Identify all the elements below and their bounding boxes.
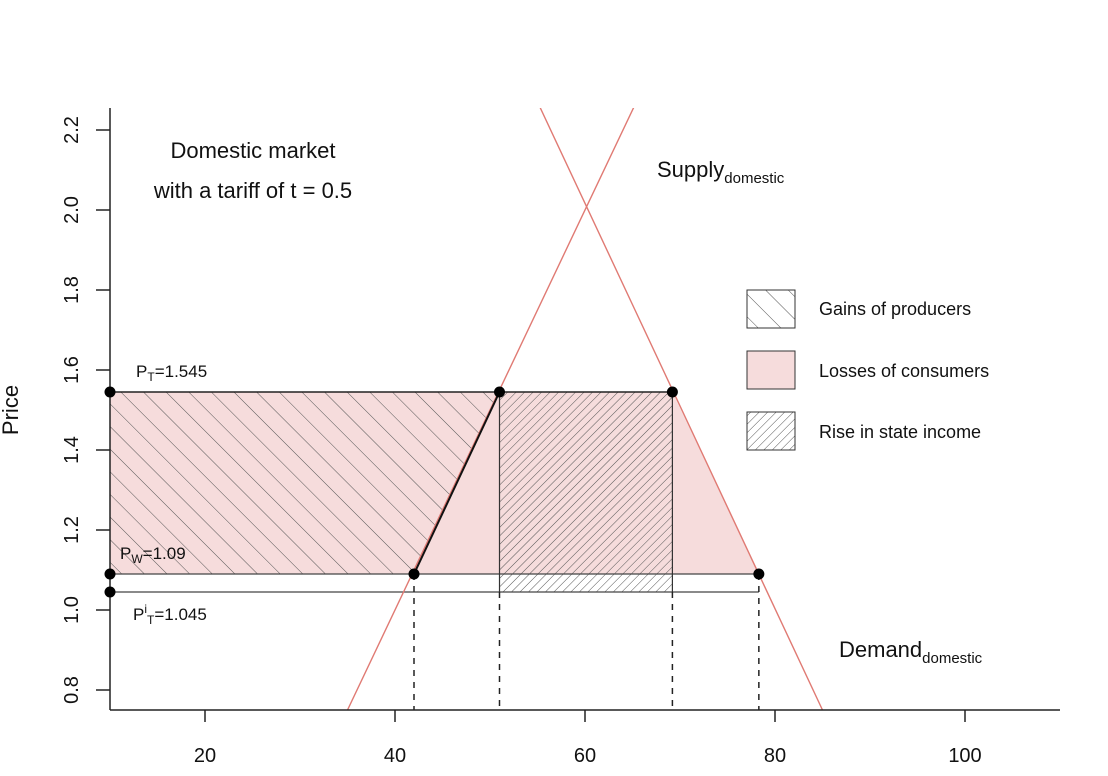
data-point-1 <box>494 386 505 398</box>
price-label-pit-prefix: P <box>133 605 144 624</box>
legend-label-state: Rise in state income <box>819 422 981 442</box>
demand-curve <box>539 108 824 710</box>
data-point-5 <box>753 568 765 580</box>
y-tick-label-4: 1.6 <box>61 356 83 384</box>
data-point-6 <box>104 586 116 598</box>
demand-label-main: Demand <box>839 637 922 662</box>
supply-label-main: Supply <box>657 157 724 182</box>
price-label-pit-suffix: =1.045 <box>154 605 206 624</box>
demand-label: Demanddomestic <box>839 637 983 667</box>
y-tick-label-5: 1.8 <box>61 276 83 304</box>
y-axis-label: Price <box>0 385 23 435</box>
price-label-pw-suffix: =1.09 <box>143 544 186 563</box>
chart-title-line1: Domestic market <box>170 138 335 163</box>
price-label-pw: PW=1.09 <box>120 544 186 566</box>
price-label-pit-sub: T <box>147 613 155 627</box>
supply-label: Supplydomestic <box>657 157 785 187</box>
price-label-pt-suffix: =1.545 <box>155 362 207 381</box>
price-label-pt-prefix: P <box>136 362 147 381</box>
price-label-pw-prefix: P <box>120 544 131 563</box>
demand-label-sub: domestic <box>922 650 983 667</box>
y-tick-label-6: 2.0 <box>61 196 83 224</box>
legend-swatch-consumers <box>746 350 796 390</box>
data-point-0 <box>104 386 116 398</box>
x-tick-label-2: 60 <box>574 745 596 767</box>
price-label-pit-sup: i <box>144 602 147 616</box>
data-point-4 <box>408 568 420 580</box>
supply-label-sub: domestic <box>724 170 785 187</box>
producer-gain-area <box>110 392 500 574</box>
legend-label-consumers: Losses of consumers <box>819 361 989 381</box>
state-income-area <box>499 392 673 592</box>
price-label-pit: PiT=1.045 <box>133 602 207 627</box>
legend-swatch-producers <box>746 289 796 329</box>
data-point-3 <box>104 568 116 580</box>
price-label-pw-sub: W <box>131 552 143 566</box>
legend-label-producers: Gains of producers <box>819 299 971 319</box>
y-tick-label-1: 1.0 <box>61 596 83 624</box>
price-label-pt-sub: T <box>147 370 155 384</box>
y-tick-label-2: 1.2 <box>61 516 83 544</box>
y-tick-label-0: 0.8 <box>61 676 83 704</box>
x-tick-label-3: 80 <box>764 745 786 767</box>
y-tick-label-7: 2.2 <box>61 116 83 144</box>
price-label-pt: PT=1.545 <box>136 362 207 384</box>
x-tick-label-1: 40 <box>384 745 406 767</box>
x-tick-label-4: 100 <box>948 745 981 767</box>
chart-title-line2: with a tariff of t = 0.5 <box>153 178 352 203</box>
legend: Gains of producers Losses of consumers R… <box>746 289 989 451</box>
supply-segment-highlight <box>413 391 501 575</box>
x-tick-label-0: 20 <box>194 745 216 767</box>
data-point-2 <box>666 386 678 398</box>
legend-swatch-state <box>746 411 796 451</box>
y-tick-label-3: 1.4 <box>61 436 83 464</box>
